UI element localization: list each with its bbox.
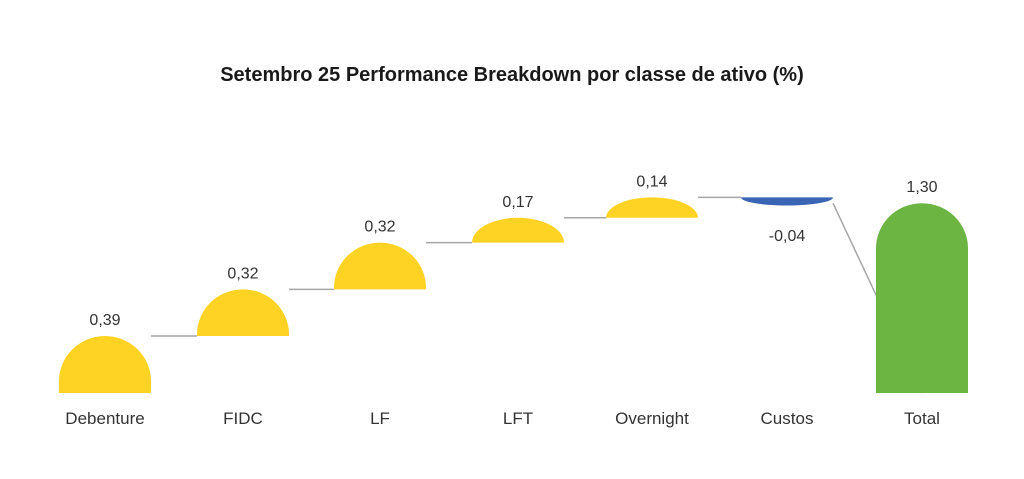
category-label: FIDC [223, 409, 263, 428]
category-label: Total [904, 409, 940, 428]
bar-total [876, 203, 968, 393]
category-label: Overnight [615, 409, 689, 428]
category-label: LF [370, 409, 390, 428]
bar-lft [472, 217, 564, 243]
bar-overnight [606, 197, 698, 218]
bar-debenture [59, 336, 151, 393]
category-label: Custos [761, 409, 814, 428]
data-label: 1,30 [906, 179, 937, 196]
chart-title: Setembro 25 Performance Breakdown por cl… [220, 64, 804, 86]
data-label: 0,39 [89, 312, 120, 329]
data-label: -0,04 [769, 228, 806, 245]
data-label: 0,32 [364, 219, 395, 236]
data-label: 0,32 [227, 265, 258, 282]
category-label: Debenture [65, 409, 144, 428]
category-label: LFT [503, 409, 533, 428]
bar-fidc [197, 289, 289, 337]
data-label: 0,17 [502, 194, 533, 211]
bar-lf [334, 242, 426, 290]
bar-custos [741, 197, 833, 206]
data-label: 0,14 [636, 173, 667, 190]
